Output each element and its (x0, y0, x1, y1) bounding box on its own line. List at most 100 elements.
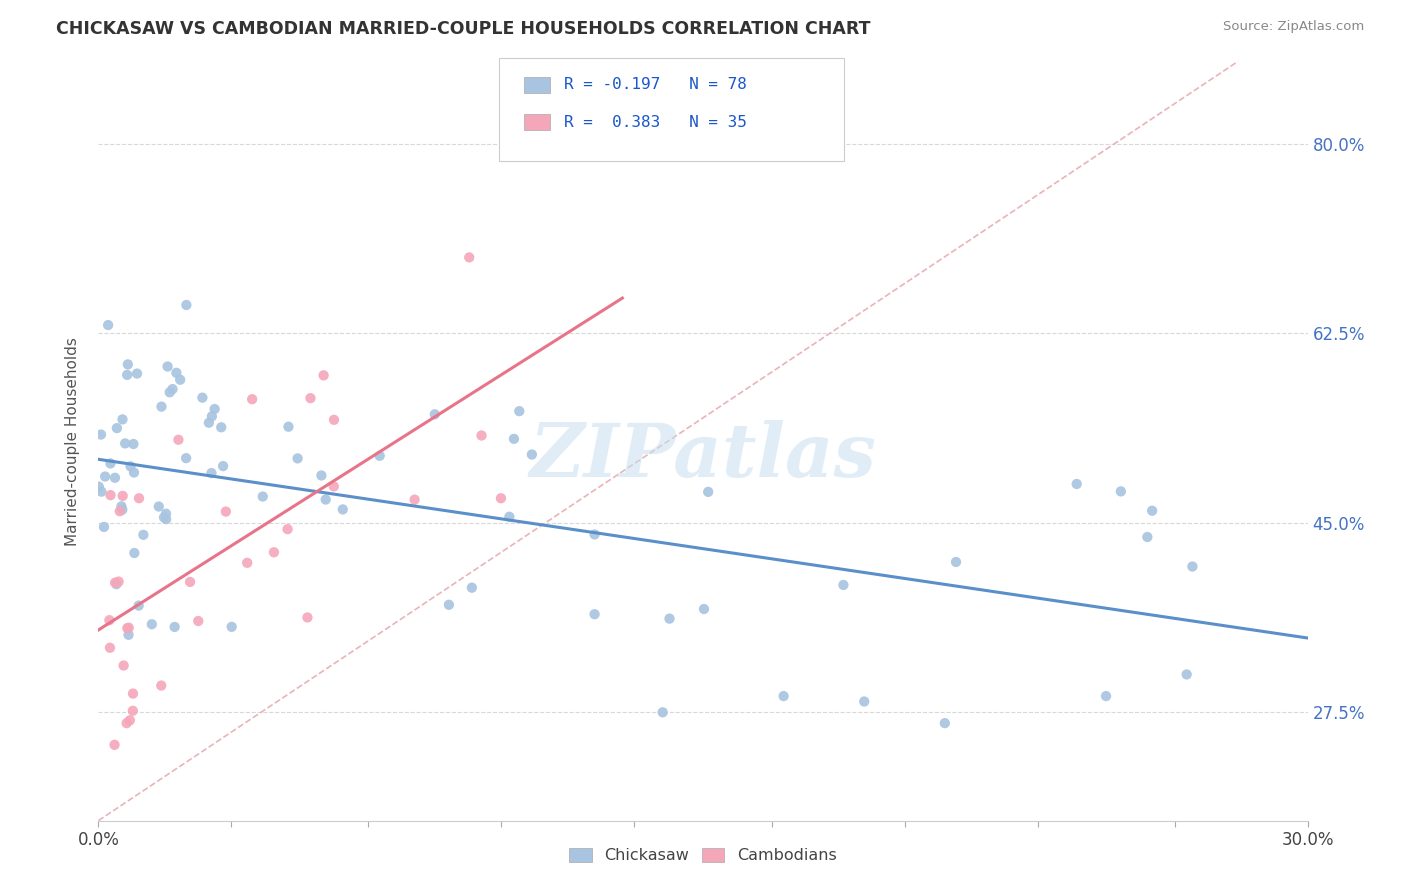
Point (934, 716, 956, 731)
Text: ZIPatlas: ZIPatlas (530, 420, 876, 493)
Point (299, 391, 322, 405)
Point (100, 488, 122, 502)
Point (115, 716, 138, 731)
Point (124, 546, 146, 560)
Point (169, 373, 191, 387)
Point (165, 366, 187, 380)
Point (141, 617, 163, 632)
Point (107, 574, 129, 589)
Point (1109, 484, 1132, 499)
Point (323, 413, 346, 427)
Point (104, 575, 127, 590)
Point (103, 738, 125, 752)
Text: CHICKASAW VS CAMBODIAN MARRIED-COUPLE HOUSEHOLDS CORRELATION CHART: CHICKASAW VS CAMBODIAN MARRIED-COUPLE HO… (56, 20, 870, 37)
Point (201, 409, 224, 424)
Point (163, 620, 186, 634)
Point (1066, 477, 1088, 491)
Point (252, 490, 274, 504)
Point (945, 555, 967, 569)
Point (122, 687, 145, 701)
Point (315, 492, 337, 507)
Point (115, 368, 138, 382)
Point (470, 428, 492, 442)
Point (121, 704, 143, 718)
Point (120, 459, 142, 474)
Point (111, 502, 134, 516)
Legend: Chickasaw, Cambodians: Chickasaw, Cambodians (562, 841, 844, 870)
Point (114, 436, 136, 450)
Point (167, 433, 190, 447)
Point (191, 391, 214, 405)
Point (122, 466, 145, 480)
Point (159, 385, 181, 400)
Point (111, 412, 134, 426)
Point (198, 416, 221, 430)
Point (236, 556, 259, 570)
Point (90, 427, 112, 442)
Point (117, 358, 139, 372)
Point (332, 502, 354, 516)
Point (125, 367, 148, 381)
Point (215, 505, 238, 519)
Point (853, 694, 876, 708)
Point (153, 510, 176, 524)
Point (297, 610, 319, 624)
Point (148, 500, 170, 514)
Point (132, 528, 155, 542)
Point (179, 574, 201, 589)
Point (312, 368, 335, 383)
Point (311, 468, 333, 483)
Point (110, 500, 132, 514)
Point (209, 420, 232, 434)
Point (1175, 667, 1198, 681)
Y-axis label: Married-couple Households: Married-couple Households (65, 337, 80, 546)
Point (93, 520, 115, 534)
Point (287, 451, 309, 466)
Point (322, 479, 344, 493)
Point (508, 404, 530, 418)
Point (105, 421, 128, 435)
Point (772, 689, 794, 703)
Point (221, 620, 243, 634)
Point (104, 471, 127, 485)
Point (156, 359, 179, 374)
Point (105, 577, 128, 591)
Point (87, 480, 110, 494)
Point (94, 469, 117, 483)
Point (174, 451, 197, 466)
Point (583, 607, 606, 622)
Point (117, 628, 139, 642)
Point (98, 640, 121, 655)
Point (658, 612, 681, 626)
Point (117, 621, 139, 635)
Point (503, 432, 526, 446)
Point (150, 679, 173, 693)
Text: Source: ZipAtlas.com: Source: ZipAtlas.com (1223, 20, 1364, 33)
Point (118, 621, 141, 635)
Point (97, 318, 120, 332)
Point (1095, 689, 1118, 703)
Point (187, 614, 209, 628)
Point (437, 598, 460, 612)
Point (240, 392, 263, 407)
Point (162, 382, 184, 396)
Text: R = -0.197   N = 78: R = -0.197 N = 78 (564, 78, 747, 92)
Point (1181, 559, 1204, 574)
Point (212, 459, 235, 474)
Text: R =  0.383   N = 35: R = 0.383 N = 35 (564, 115, 747, 129)
Point (277, 522, 299, 536)
Point (128, 599, 150, 613)
Point (128, 491, 150, 506)
Point (651, 706, 673, 720)
Point (832, 578, 855, 592)
Point (697, 484, 720, 499)
Point (200, 466, 222, 480)
Point (1136, 530, 1159, 544)
Point (111, 489, 134, 503)
Point (98, 613, 121, 627)
Point (520, 448, 543, 462)
Point (461, 581, 484, 595)
Point (112, 658, 135, 673)
Point (118, 714, 141, 728)
Point (204, 402, 226, 417)
